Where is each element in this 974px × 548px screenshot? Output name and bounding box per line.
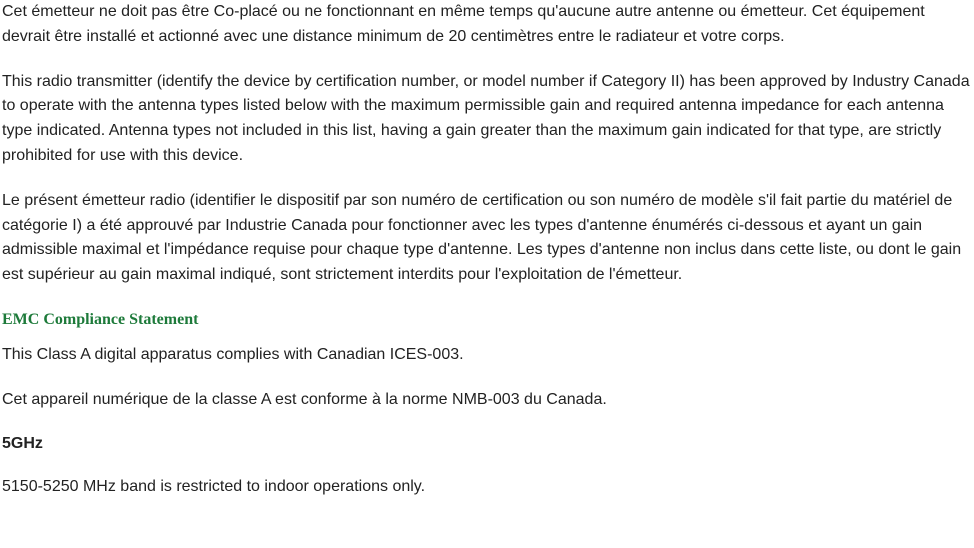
paragraph-fr-colocation: Cet émetteur ne doit pas être Co-placé o… (2, 0, 972, 50)
paragraph-en-antenna: This radio transmitter (identify the dev… (2, 70, 972, 169)
paragraph-en-ices: This Class A digital apparatus complies … (2, 343, 972, 368)
document-page: Cet émetteur ne doit pas être Co-placé o… (0, 0, 974, 506)
paragraph-5ghz-band: 5150-5250 MHz band is restricted to indo… (2, 475, 972, 500)
paragraph-fr-nmb: Cet appareil numérique de la classe A es… (2, 388, 972, 413)
heading-5ghz: 5GHz (2, 432, 972, 457)
paragraph-fr-antenna: Le présent émetteur radio (identifier le… (2, 189, 972, 288)
heading-emc-compliance: EMC Compliance Statement (2, 308, 972, 333)
